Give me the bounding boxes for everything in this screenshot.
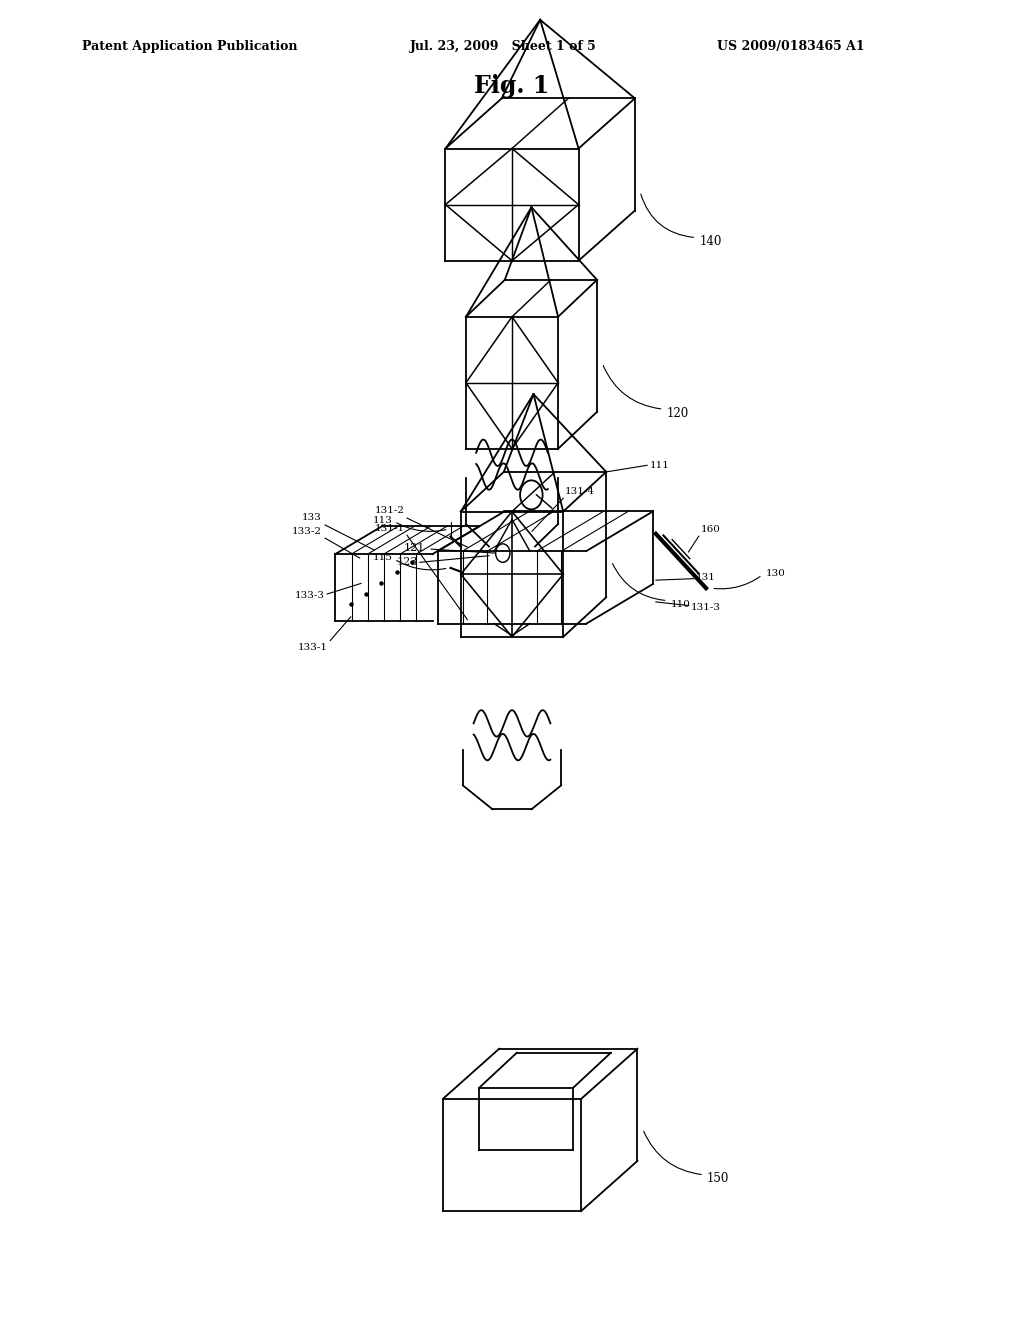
Text: 133-2: 133-2 [292, 527, 322, 536]
Text: 131-4: 131-4 [565, 487, 595, 495]
Text: 160: 160 [700, 524, 721, 533]
Text: 131: 131 [696, 573, 716, 582]
Text: Patent Application Publication: Patent Application Publication [82, 40, 297, 53]
Text: 130: 130 [766, 569, 785, 578]
Text: 150: 150 [708, 1172, 729, 1185]
Text: Fig. 1: Fig. 1 [474, 74, 550, 98]
Text: US 2009/0183465 A1: US 2009/0183465 A1 [717, 40, 864, 53]
Text: 133: 133 [302, 513, 322, 523]
Text: 121: 121 [403, 543, 425, 553]
Text: 110: 110 [671, 601, 690, 609]
Text: 133-1: 133-1 [298, 643, 328, 652]
Text: 113: 113 [373, 516, 392, 525]
Text: 133-3: 133-3 [295, 591, 326, 599]
Text: 131-3: 131-3 [690, 602, 721, 611]
Text: 115: 115 [373, 553, 392, 562]
Text: 131-2: 131-2 [375, 507, 404, 515]
Text: 140: 140 [699, 235, 722, 248]
Text: 123: 123 [396, 557, 418, 568]
Text: 131-1: 131-1 [375, 524, 404, 532]
Text: 111: 111 [650, 461, 670, 470]
Text: Jul. 23, 2009   Sheet 1 of 5: Jul. 23, 2009 Sheet 1 of 5 [410, 40, 596, 53]
Text: 120: 120 [667, 407, 689, 420]
